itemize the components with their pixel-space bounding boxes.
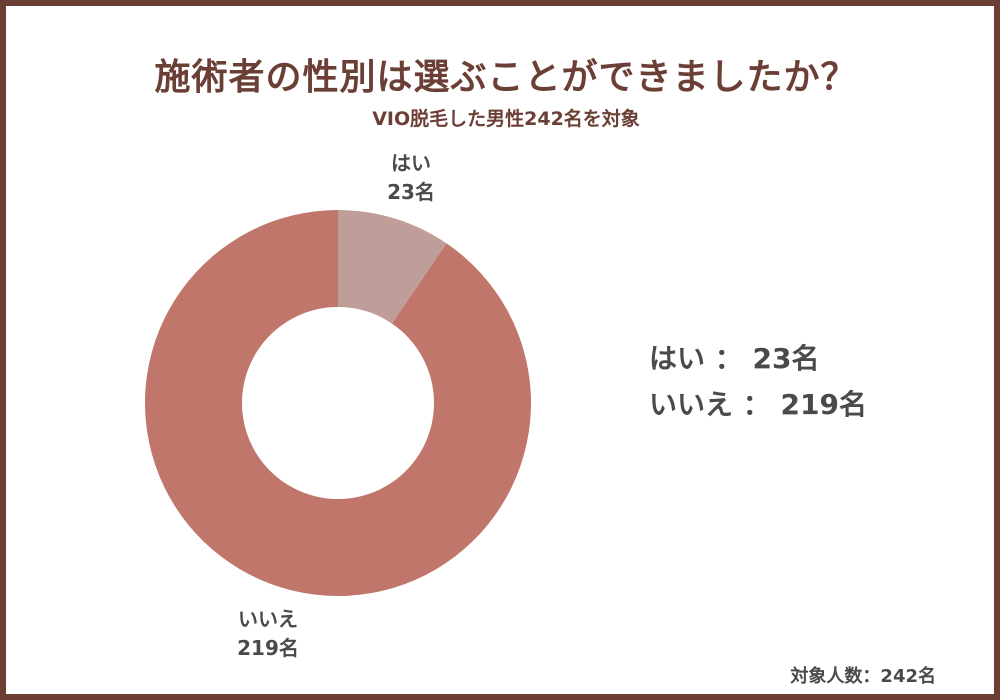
- sample-size-note: 対象人数：242名: [790, 666, 936, 687]
- chart-subtitle: VIO脱毛した男性242名を対象: [372, 108, 640, 130]
- slice-label-yes-category: はい: [391, 151, 431, 175]
- summary-value-no: 219名: [780, 388, 867, 421]
- summary-sep-no: ：: [742, 388, 771, 421]
- slice-label-no: いいえ 219名: [237, 607, 299, 660]
- slice-label-no-category: いいえ: [238, 607, 298, 631]
- slice-label-yes: はい 23名: [387, 151, 435, 204]
- donut-slice-yes: [338, 210, 447, 324]
- summary-row-yes: はい ： 23名: [649, 336, 867, 382]
- chart-title: 施術者の性別は選ぶことができましたか？: [154, 57, 858, 98]
- summary-row-no: いいえ ： 219名: [649, 382, 867, 428]
- slice-label-yes-value: 23名: [387, 180, 435, 204]
- summary-label-no: いいえ: [649, 388, 734, 421]
- slice-label-no-value: 219名: [237, 636, 299, 660]
- summary-value-yes: 23名: [752, 342, 820, 375]
- summary-sep-yes: ：: [714, 342, 743, 375]
- summary-legend: はい ： 23名 いいえ ： 219名: [649, 336, 867, 428]
- summary-label-yes: はい: [649, 342, 706, 375]
- donut-slice-no: [144, 210, 531, 596]
